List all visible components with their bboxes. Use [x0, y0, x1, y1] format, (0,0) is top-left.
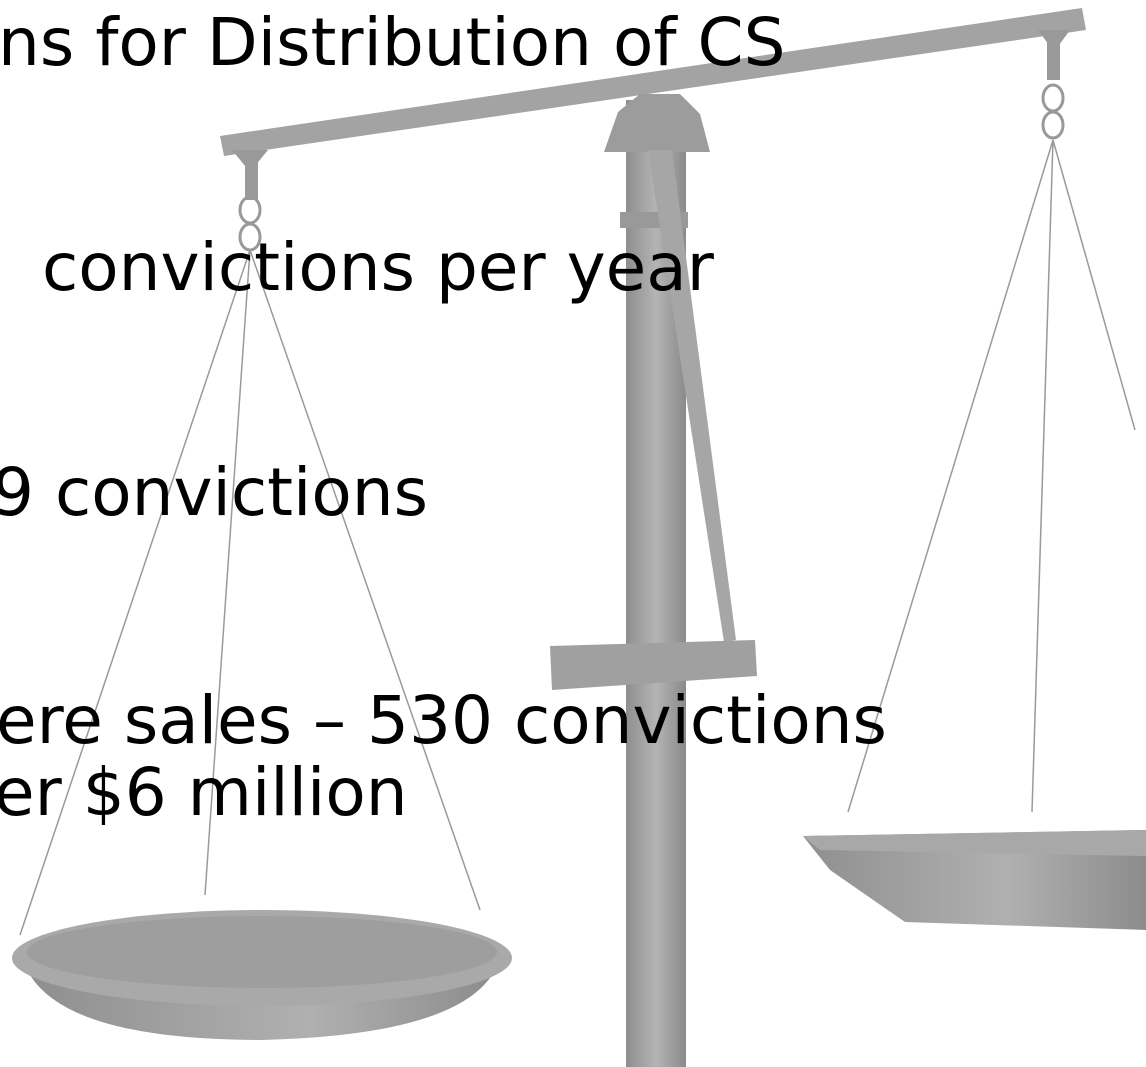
bullet-text: 9 convictions	[0, 454, 428, 531]
pointer	[648, 150, 736, 642]
bullet-text: ere sales – 530 convictions	[0, 682, 887, 759]
pan	[803, 830, 1146, 856]
strings	[847, 139, 1136, 813]
pan	[803, 830, 1146, 930]
pole-cap	[604, 94, 710, 152]
pan	[27, 916, 497, 988]
bullet-text: er $6 million	[0, 754, 408, 831]
crossbar	[550, 640, 757, 690]
bullet-text: convictions per year	[42, 229, 714, 306]
beam	[220, 8, 1086, 156]
hanger	[245, 160, 258, 200]
strings	[19, 249, 481, 936]
chain	[1041, 83, 1065, 140]
title: ns for Distribution of CS	[0, 4, 786, 81]
hanger	[1047, 40, 1060, 80]
